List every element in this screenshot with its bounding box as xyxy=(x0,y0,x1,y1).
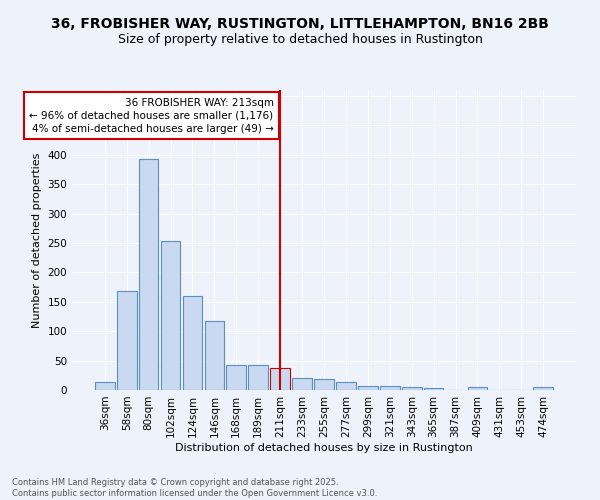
X-axis label: Distribution of detached houses by size in Rustington: Distribution of detached houses by size … xyxy=(175,442,473,452)
Bar xyxy=(292,378,312,390)
Bar xyxy=(402,387,422,390)
Y-axis label: Number of detached properties: Number of detached properties xyxy=(32,152,42,328)
Text: 36, FROBISHER WAY, RUSTINGTON, LITTLEHAMPTON, BN16 2BB: 36, FROBISHER WAY, RUSTINGTON, LITTLEHAM… xyxy=(51,18,549,32)
Bar xyxy=(424,388,443,390)
Bar xyxy=(248,364,268,390)
Bar xyxy=(358,386,378,390)
Bar xyxy=(270,368,290,390)
Bar xyxy=(467,387,487,390)
Bar xyxy=(336,382,356,390)
Bar xyxy=(95,382,115,390)
Text: Contains HM Land Registry data © Crown copyright and database right 2025.
Contai: Contains HM Land Registry data © Crown c… xyxy=(12,478,377,498)
Bar xyxy=(117,290,137,390)
Text: 36 FROBISHER WAY: 213sqm
← 96% of detached houses are smaller (1,176)
4% of semi: 36 FROBISHER WAY: 213sqm ← 96% of detach… xyxy=(29,98,274,134)
Bar xyxy=(139,159,158,390)
Bar xyxy=(161,241,181,390)
Text: Size of property relative to detached houses in Rustington: Size of property relative to detached ho… xyxy=(118,32,482,46)
Bar xyxy=(380,386,400,390)
Bar xyxy=(533,387,553,390)
Bar xyxy=(182,296,202,390)
Bar xyxy=(205,320,224,390)
Bar xyxy=(314,380,334,390)
Bar xyxy=(226,364,246,390)
